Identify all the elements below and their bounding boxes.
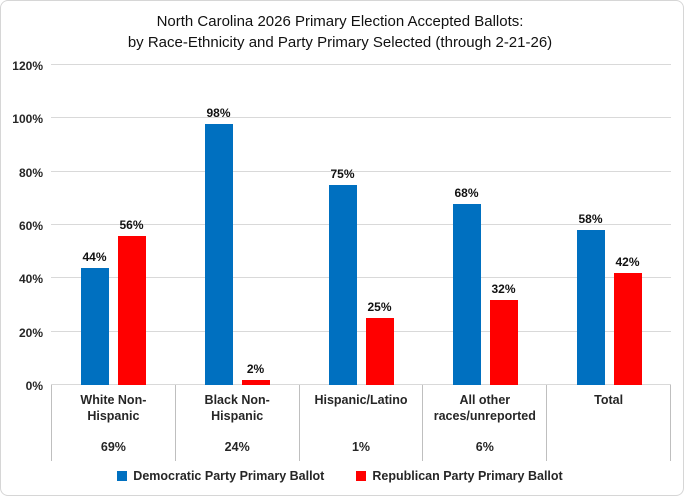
bar-data-label: 25% bbox=[367, 300, 392, 315]
category-share-label: 6% bbox=[475, 440, 494, 454]
category-share-label: 24% bbox=[224, 440, 250, 454]
chart-title-line-2: by Race-Ethnicity and Party Primary Sele… bbox=[127, 34, 553, 51]
y-tick-label: 120% bbox=[12, 59, 43, 73]
bar-democratic[interactable] bbox=[576, 230, 605, 385]
bar-group: 75% 25% bbox=[299, 65, 423, 385]
gridline bbox=[51, 224, 671, 225]
legend: Democratic Party Primary Ballot Republica… bbox=[9, 469, 671, 483]
bar-wrap: 2% bbox=[241, 362, 270, 385]
bar-democratic[interactable] bbox=[328, 185, 357, 385]
y-tick-label: 60% bbox=[18, 219, 43, 233]
bar-republican[interactable] bbox=[489, 299, 518, 385]
plot-row: 0% 20% 40% 60% 80% 100% 120% 44% 56% 98% 2% 75% 25%… bbox=[9, 59, 671, 393]
x-axis: White Non-Hispanic 69% Black Non-Hispanic 2… bbox=[51, 385, 671, 461]
bar-data-label: 68% bbox=[454, 185, 479, 200]
category-share-label: 69% bbox=[100, 440, 126, 454]
bar-democratic[interactable] bbox=[204, 123, 233, 385]
legend-item-republican[interactable]: Republican Party Primary Ballot bbox=[356, 469, 563, 483]
bar-data-label: 75% bbox=[330, 167, 355, 181]
bar-wrap: 42% bbox=[613, 255, 642, 385]
category-cell: Hispanic/Latino 1% bbox=[300, 385, 424, 461]
y-tick-label: 0% bbox=[25, 379, 43, 393]
bar-wrap: 98% bbox=[204, 106, 233, 385]
gridline bbox=[51, 330, 671, 332]
bar-republican[interactable] bbox=[117, 235, 146, 385]
bar-wrap: 25% bbox=[365, 300, 394, 385]
bar-data-label: 44% bbox=[82, 249, 107, 264]
y-tick-label: 100% bbox=[12, 112, 43, 127]
bar-data-label: 98% bbox=[206, 105, 231, 120]
gridline bbox=[51, 117, 671, 119]
bar-data-label: 2% bbox=[246, 361, 265, 376]
bar-group: 44% 56% bbox=[51, 65, 175, 385]
legend-label: Democratic Party Primary Ballot bbox=[133, 469, 325, 483]
gridline bbox=[51, 277, 671, 279]
bar-data-label: 56% bbox=[119, 217, 144, 232]
category-label: Hispanic/Latino bbox=[314, 393, 408, 407]
bar-data-label: 42% bbox=[615, 255, 640, 269]
legend-label: Republican Party Primary Ballot bbox=[372, 469, 563, 483]
legend-swatch-icon bbox=[117, 471, 128, 481]
category-cell: White Non-Hispanic 69% bbox=[51, 385, 176, 461]
bar-wrap: 56% bbox=[117, 218, 146, 385]
bar-democratic[interactable] bbox=[452, 203, 481, 385]
bar-group: 58% 42% bbox=[547, 65, 671, 385]
y-tick-label: 40% bbox=[18, 272, 43, 287]
category-label: All other races/unreported bbox=[433, 393, 536, 423]
bar-data-label: 58% bbox=[578, 212, 603, 227]
bar-republican[interactable] bbox=[241, 379, 270, 385]
plot-area: 44% 56% 98% 2% 75% 25% 68% 32% 58% 42% bbox=[51, 64, 671, 385]
category-label: White Non-Hispanic bbox=[80, 393, 147, 423]
legend-item-democratic[interactable]: Democratic Party Primary Ballot bbox=[117, 469, 324, 483]
y-tick-label: 20% bbox=[18, 325, 43, 340]
category-share-label bbox=[547, 454, 670, 461]
bar-democratic[interactable] bbox=[80, 267, 109, 385]
gridline bbox=[51, 384, 671, 385]
category-cell: All other races/unreported 6% bbox=[423, 385, 548, 461]
category-cell: Total bbox=[547, 385, 671, 461]
bar-data-label: 32% bbox=[491, 281, 516, 296]
bar-wrap: 75% bbox=[328, 167, 357, 385]
y-axis: 0% 20% 40% 60% 80% 100% 120% bbox=[9, 59, 51, 393]
bar-wrap: 44% bbox=[80, 250, 109, 385]
bar-groups: 44% 56% 98% 2% 75% 25% 68% 32% 58% 42% bbox=[51, 65, 671, 385]
gridline bbox=[51, 64, 671, 65]
bar-wrap: 32% bbox=[489, 282, 518, 385]
bar-group: 68% 32% bbox=[423, 65, 547, 385]
bar-republican[interactable] bbox=[365, 318, 394, 385]
legend-swatch-icon bbox=[356, 471, 367, 481]
bar-wrap: 58% bbox=[576, 212, 605, 385]
category-label: Black Non-Hispanic bbox=[204, 393, 270, 423]
gridline bbox=[51, 170, 671, 172]
category-share-label: 1% bbox=[351, 440, 371, 454]
category-cell: Black Non-Hispanic 24% bbox=[176, 385, 300, 461]
bar-republican[interactable] bbox=[613, 273, 642, 385]
chart-title-line-1: North Carolina 2026 Primary Election Acc… bbox=[156, 13, 524, 30]
bar-group: 98% 2% bbox=[175, 65, 299, 385]
chart-title: North Carolina 2026 Primary Election Acc… bbox=[9, 11, 671, 53]
category-label: Total bbox=[594, 393, 624, 407]
y-tick-label: 80% bbox=[18, 165, 43, 180]
bar-wrap: 68% bbox=[452, 186, 481, 385]
